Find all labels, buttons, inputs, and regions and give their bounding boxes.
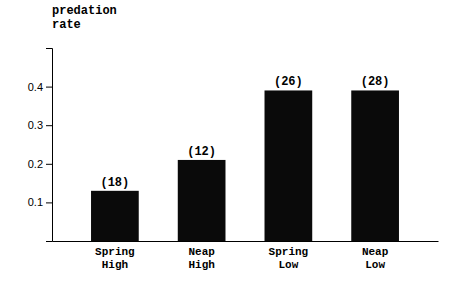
bar [178,160,226,241]
y-axis-line [46,49,53,242]
y-tick: 0.4 [28,81,52,93]
x-tick-label-line: Spring [95,246,135,258]
x-tick: NeapHigh [188,241,215,271]
y-tick: 0.2 [28,158,52,170]
x-tick-label: SpringHigh [95,246,135,271]
y-tick-mark [46,125,52,126]
annotation: (26) [274,75,303,89]
y-tick-label: 0.1 [28,196,43,208]
x-tick: SpringLow [269,241,309,271]
x-tick-label-line: Neap [188,246,215,258]
x-tick-label-line: Spring [269,246,309,258]
y-tick: 0.1 [28,196,52,208]
y-tick-label: 0.2 [28,158,43,170]
annotation: (18) [100,176,129,190]
bar [91,191,139,241]
chart-container: 0.10.20.30.4SpringHighNeapHighSpringLowN… [0,0,454,285]
x-tick: SpringHigh [95,241,135,271]
x-axis-line [53,241,439,242]
y-tick-mark [46,202,52,203]
x-tick-label: NeapHigh [188,246,215,271]
chart: 0.10.20.30.4SpringHighNeapHighSpringLowN… [0,0,454,285]
y-axis-label-line: rate [52,18,81,32]
annotation: (28) [361,75,390,89]
bars [91,90,399,241]
bar [351,90,399,241]
y-axis-label-line: predation [52,4,117,18]
y-tick-label: 0.4 [28,81,43,93]
y-axis: 0.1 0.2 0.3 0.4 [28,49,53,242]
x-axis: SpringHighNeapHighSpringLowNeapLow [53,241,439,271]
annotations: (18) (12) (26) (28) [100,75,389,189]
bar [265,90,313,241]
y-tick-mark [46,164,52,165]
y-axis-label: predationrate [52,4,117,32]
x-tick-label-line: Low [278,259,298,271]
x-tick-label-line: High [188,259,214,271]
y-tick: 0.3 [28,119,52,131]
x-tick-label-line: High [102,259,128,271]
x-tick-label: SpringLow [269,246,309,271]
annotation: (12) [187,145,216,159]
x-tick-label-line: Low [365,259,385,271]
x-tick-label-line: Neap [362,246,389,258]
y-tick-mark [46,87,52,88]
y-tick-label: 0.3 [28,119,43,131]
x-tick: NeapLow [362,241,389,271]
x-tick-label: NeapLow [362,246,389,271]
